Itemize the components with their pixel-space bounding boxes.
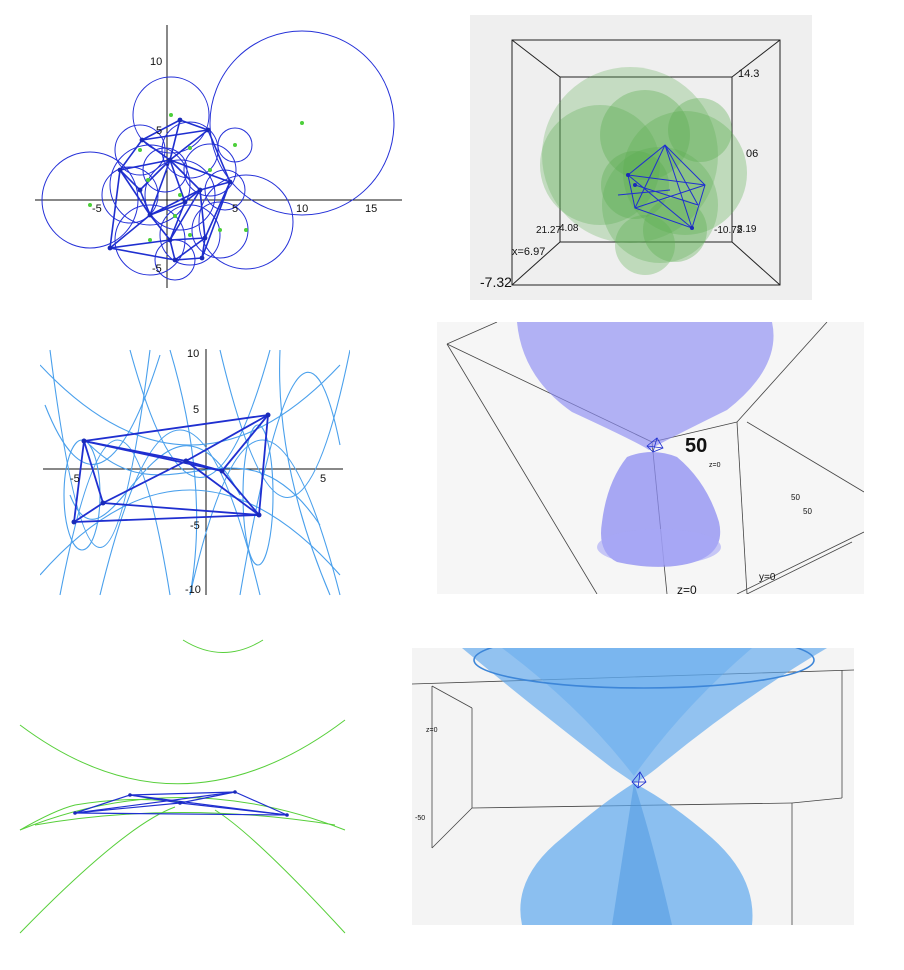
upper-cone-inner [502,648,752,776]
x-tick-label: 10 [296,203,308,215]
delaunay-3d-mesh [631,771,647,789]
circumcircle [41,151,139,249]
circumcircle [159,204,221,266]
circumcircle [114,124,166,176]
axis-value-label: 4.08 [559,223,579,234]
axis-value-label: 14.3 [738,68,759,80]
spheres [540,67,747,275]
y-tick-label: 10 [150,56,162,68]
x-tick-label: 15 [365,203,377,215]
circumcircle [217,127,253,163]
y-tick-label: 5 [156,125,162,137]
axis-value-label: 50 [685,435,707,457]
axis-value-label: z=0 [709,462,721,469]
bounding-box [511,39,781,286]
axis-value-label: -7.32 [480,274,512,290]
axis-value-label: 21.27 [536,225,561,236]
axis-value-label: z=0 [677,583,697,594]
axis-labels-3d: z=0 -50 [415,727,438,822]
hyperbola-triangulation-plot [19,639,346,934]
violet-cones-scene: 50 z=0 50 50 y=0 z=0 [446,322,864,594]
x-tick-label: -5 [92,203,102,215]
axis-labels-3d: 14.3 06 21.27 4.08 -10.72 8.19 x=6.97 -7… [480,68,759,290]
axis-tick-labels: -5 5 10 5 -5 -10 [70,348,326,596]
axis-value-label: x=6.97 [512,246,545,258]
blue-cones-scene: z=0 -50 [412,648,854,925]
y-tick-label: 5 [193,404,199,416]
panel-blue-cones: z=0 -50 [412,648,854,925]
lower-cone-inner [612,783,672,925]
circumcircle [142,147,188,193]
axis-tick-labels: -5 5 10 15 10 5 -5 [92,56,377,275]
axis-value-label: 50 [791,493,800,502]
vertices [71,412,271,525]
circumcenters [88,113,304,242]
curve-triangulation-plot: -5 5 10 5 -5 -10 [40,348,350,596]
axes [35,25,402,288]
panel-delaunay-circles: -5 5 10 15 10 5 -5 [30,20,410,295]
delaunay-3d-mesh [617,144,706,229]
circumcircle [144,159,216,231]
axis-value-label: z=0 [426,727,438,734]
x-tick-label: 5 [232,203,238,215]
panel-hyperbola-triangulation [15,635,350,935]
x-tick-label: -5 [70,473,80,485]
circumcircle [198,174,294,270]
axis-value-label: -10.72 [714,225,743,236]
vertices-3d [626,173,694,230]
vertices [73,790,289,817]
upper-cone-rim [473,648,815,689]
panel-violet-cones: 50 z=0 50 50 y=0 z=0 [437,322,864,594]
y-tick-label: -5 [190,520,200,532]
vertices [107,117,233,263]
x-tick-label: 5 [320,473,326,485]
axis-value-label: 50 [803,507,812,516]
delaunay-edges [73,414,269,523]
axis-value-label: -50 [415,815,425,822]
axis-value-label: 8.19 [737,224,757,235]
lower-cone-rim [597,529,721,565]
delaunay-edges [109,119,231,261]
circumcircle [183,143,237,197]
axis-value-label: 06 [746,148,758,160]
circumcircle [209,30,395,216]
hyperbola-curves [19,639,346,934]
delaunay-3d-mesh [646,437,664,453]
3d-spheres-scene: 14.3 06 21.27 4.08 -10.72 8.19 x=6.97 -7… [480,39,781,290]
y-tick-label: 10 [187,348,199,360]
panel-curve-triangulation: -5 5 10 5 -5 -10 [40,345,350,597]
delaunay-circles-plot: -5 5 10 15 10 5 -5 [35,25,402,288]
y-tick-label: -5 [152,263,162,275]
delaunay-edges [74,791,288,816]
conic-curves [40,349,350,596]
circumcircle [161,121,219,179]
axis-labels-3d: 50 z=0 50 50 y=0 z=0 [677,435,812,594]
panel-3d-spheres: 14.3 06 21.27 4.08 -10.72 8.19 x=6.97 -7… [470,15,812,300]
axis-value-label: y=0 [759,572,776,583]
upper-cone [462,648,827,783]
circumcircle [114,204,186,276]
upper-cone [517,322,774,450]
y-tick-label: -10 [185,584,201,596]
